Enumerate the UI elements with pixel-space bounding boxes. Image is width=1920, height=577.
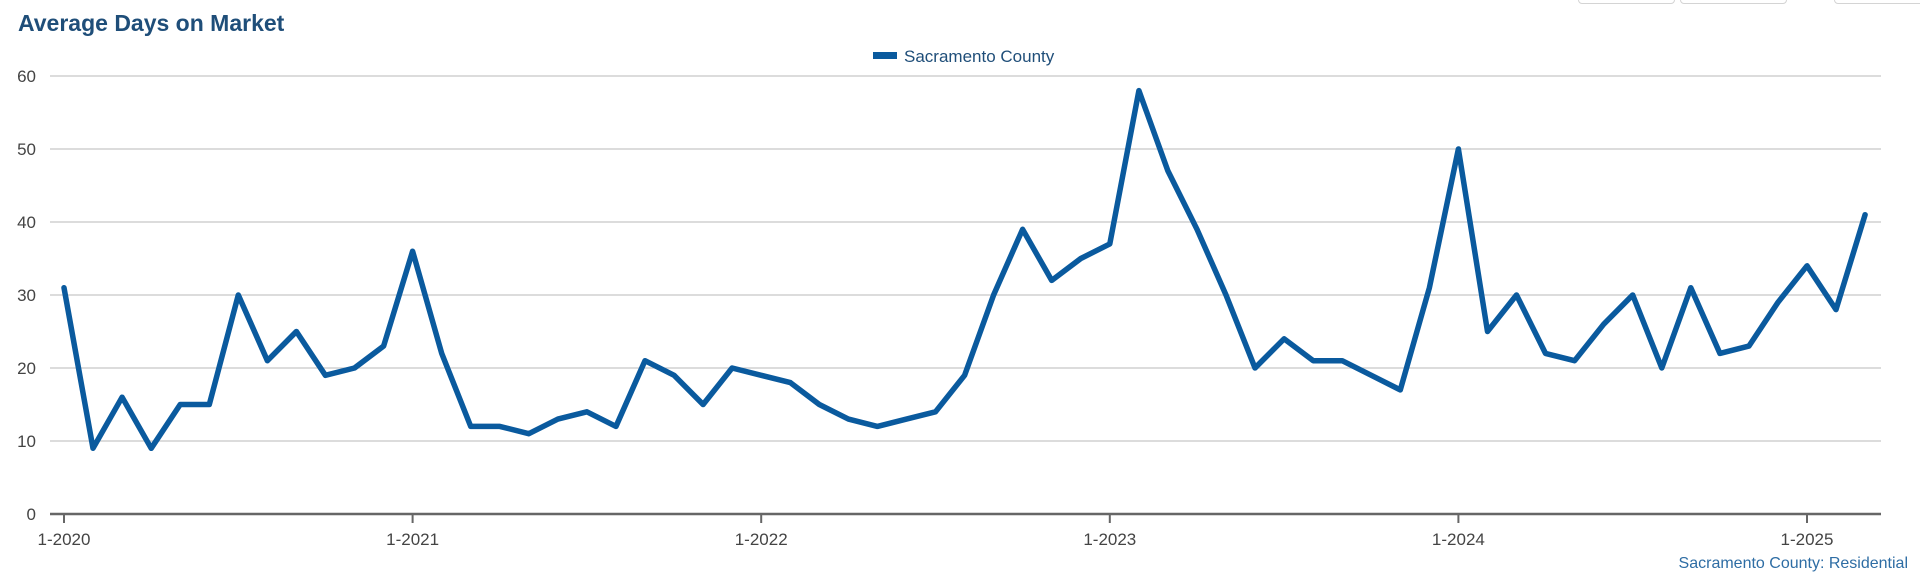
x-tick-label: 1-2020 <box>38 530 91 549</box>
axis-layer: 0 10 20 30 40 50 60 1-2020 1-2021 1-2022 1-2023 1-2… <box>17 67 1881 549</box>
source-footer[interactable]: Sacramento County: Residential <box>1678 555 1908 572</box>
toolbar-button-3[interactable] <box>1834 0 1920 4</box>
chart-title: Average Days on Market <box>18 10 285 36</box>
y-tick-label: 60 <box>17 67 36 86</box>
x-tick-label: 1-2021 <box>386 530 439 549</box>
grid-layer <box>50 75 1881 442</box>
x-tick-label: 1-2025 <box>1781 530 1834 549</box>
legend[interactable]: Sacramento County <box>873 47 1055 66</box>
y-tick-label: 10 <box>17 432 36 451</box>
x-tick-label: 1-2024 <box>1432 530 1485 549</box>
legend-swatch <box>873 52 897 59</box>
y-tick-label: 50 <box>17 140 36 159</box>
series-line-sacramento-county <box>61 87 1868 452</box>
y-tick-label: 20 <box>17 359 36 378</box>
y-tick-label: 30 <box>17 286 36 305</box>
y-tick-label: 40 <box>17 213 36 232</box>
x-tick-label: 1-2023 <box>1083 530 1136 549</box>
series-layer <box>61 87 1868 452</box>
x-tick-label: 1-2022 <box>735 530 788 549</box>
y-tick-label: 0 <box>27 505 36 524</box>
legend-label: Sacramento County <box>904 47 1055 66</box>
